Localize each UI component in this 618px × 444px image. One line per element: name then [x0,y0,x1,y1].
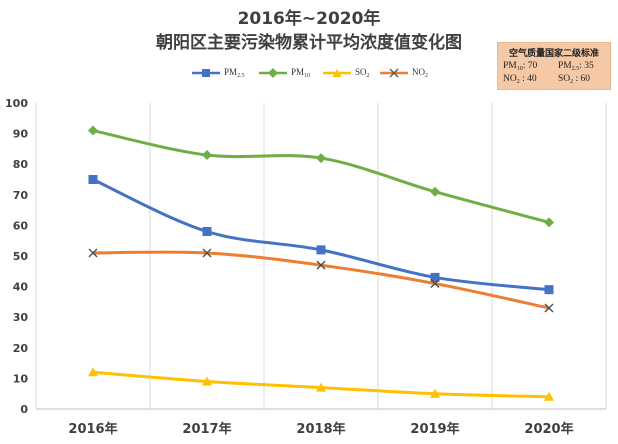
data-point-so2 [430,388,440,398]
y-tick-label: 50 [13,250,29,263]
y-tick-label: 60 [13,219,29,232]
legend-item-no2: NO2 [380,66,428,80]
standard-pm10: PM10: 70 [503,61,538,72]
y-tick-label: 100 [5,97,28,110]
x-tick-label: 2019年 [410,421,459,437]
data-point-so2 [202,376,212,386]
legend-label-no2: NO2 [412,67,428,79]
data-point-pm10 [316,153,326,164]
y-tick-label: 80 [13,158,29,171]
y-tick-label: 70 [13,189,29,202]
data-point-pm10 [544,217,554,228]
data-point-no2 [544,303,554,313]
legend-label-pm25: PM2.5 [224,67,245,79]
legend-item-pm10: PM10 [259,66,310,80]
y-tick-label: 40 [13,281,29,294]
series-line-pm10 [92,129,550,224]
data-point-no2 [202,248,212,258]
y-tick-label: 30 [13,311,29,324]
data-point-pm25 [430,272,440,282]
data-point-so2 [316,382,326,392]
legend-item-pm25: PM2.5 [192,66,245,80]
x-tick-label: 2017年 [182,421,231,437]
data-point-no2 [316,260,326,270]
legend-swatch-so2 [323,69,351,77]
y-tick-label: 0 [20,403,28,416]
data-point-pm10 [202,150,212,161]
y-tick-label: 90 [13,128,29,141]
data-point-pm25 [316,245,326,255]
data-point-no2 [430,279,440,289]
data-point-no2 [88,248,98,258]
legend-swatch-pm10 [259,68,287,78]
data-point-pm10 [430,186,440,197]
x-tick-label: 2018年 [296,421,345,437]
standard-so2: SO2 : 60 [558,74,591,85]
legend-swatch-no2 [380,68,408,78]
series-line-no2 [92,250,550,310]
legend-swatch-pm25 [192,69,220,77]
chart-title: 2016年~2020年 [237,9,381,29]
data-point-so2 [544,391,554,401]
data-point-pm10 [88,125,98,136]
x-tick-label: 2016年 [68,421,117,437]
series-line-pm25 [92,178,550,292]
y-tick-label: 20 [13,342,29,355]
y-tick-label: 10 [13,372,29,385]
standard-pm25: PM2.5: 35 [558,61,594,72]
data-point-pm25 [544,285,554,295]
legend-label-so2: SO2 [355,67,370,79]
chart-subtitle: 朝阳区主要污染物累计平均浓度值变化图 [156,33,462,53]
standard-no2: NO2 : 40 [503,74,537,85]
standard-annotation-box: 空气质量国家二级标准 PM10: 70 PM2.5: 35 NO2 : 40 S… [497,42,611,90]
data-point-pm25 [88,175,98,184]
standard-title: 空气质量国家二级标准 [508,49,599,59]
data-point-so2 [88,367,98,377]
x-tick-label: 2020年 [524,421,573,437]
data-point-pm25 [202,227,212,237]
legend-item-so2: SO2 [323,66,370,80]
legend-label-pm10: PM10 [291,67,311,79]
